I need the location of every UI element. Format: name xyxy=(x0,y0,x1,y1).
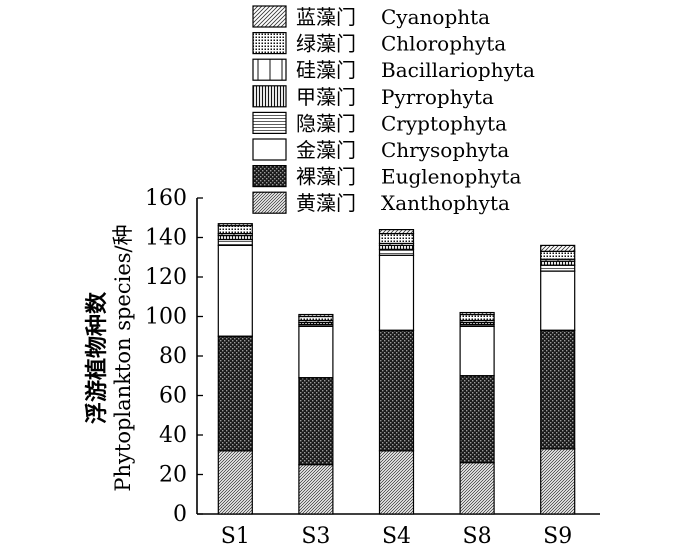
legend-item-xanthophyta: 黄藻门 Xanthophyta xyxy=(252,191,510,215)
legend-swatch xyxy=(252,31,287,55)
y-axis-label-cn: 浮游植物种数 xyxy=(84,291,110,424)
bar-segment-cyanophta-s1 xyxy=(217,223,253,227)
legend-item-cryptophyta: 隐藻门 Cryptophyta xyxy=(252,111,507,135)
bar-stack-s9 xyxy=(540,244,576,515)
legend-label-en: Chrysophyta xyxy=(381,138,509,162)
y-tick-label: 80 xyxy=(159,344,187,369)
y-tick-label: 60 xyxy=(159,384,187,409)
bar-segment-xanthophyta-s8 xyxy=(459,462,495,515)
x-tick-label: S3 xyxy=(301,524,330,545)
legend-label-en: Chlorophyta xyxy=(381,32,506,56)
y-tick-label: 140 xyxy=(145,226,187,251)
legend-label-cn: 蓝藻门 xyxy=(296,5,356,29)
legend-item-euglenophyta: 裸藻门 Euglenophyta xyxy=(252,165,521,189)
x-tick-label: S1 xyxy=(221,524,250,545)
bar-segment-chlorophyta-s9 xyxy=(540,250,576,260)
x-tick-label: S8 xyxy=(463,524,492,545)
y-tick-label: 100 xyxy=(145,305,187,330)
bar-segment-chrysophyta-s8 xyxy=(459,325,495,377)
legend-label-en: Euglenophyta xyxy=(381,165,521,189)
legend-label-en: Xanthophyta xyxy=(381,191,510,215)
legend-item-chlorophyta: 绿藻门 Chlorophyta xyxy=(252,31,506,56)
bar-segment-euglenophyta-s1 xyxy=(217,335,253,452)
bar-segment-chrysophyta-s3 xyxy=(298,325,334,379)
bar-segment-cyanophta-s3 xyxy=(298,313,334,318)
bar-segment-cyanophta-s8 xyxy=(459,311,495,316)
bar-stack-s3 xyxy=(298,313,334,515)
y-tick-label: 0 xyxy=(173,502,187,527)
legend-label-cn: 黄藻门 xyxy=(296,191,356,215)
legend-item-chrysophyta: 金藻门 Chrysophyta xyxy=(252,138,509,162)
legend-label-cn: 绿藻门 xyxy=(296,32,356,56)
y-tick-label: 160 xyxy=(145,186,187,211)
bar-segment-cryptophyta-s1 xyxy=(217,238,253,247)
legend-label-cn: 甲藻门 xyxy=(296,85,356,109)
bar-segment-euglenophyta-s9 xyxy=(540,329,576,450)
bar-segment-cryptophyta-s4 xyxy=(378,248,415,256)
y-axis-label-en: Phytoplankton species/种 xyxy=(111,224,135,491)
bar-stack-s1 xyxy=(217,223,253,515)
axes: 0 20 40 60 80 100 120 140 160 浮游植物种数 Phytoplankton… xyxy=(84,186,600,545)
legend-swatch xyxy=(252,5,287,28)
bar-segment-euglenophyta-s8 xyxy=(459,375,495,464)
legend-item-cyanophta: 蓝藻门 Cyanophta xyxy=(252,5,490,29)
legend-swatch xyxy=(252,165,287,188)
bar-stack-s8 xyxy=(459,311,495,515)
legend-swatch xyxy=(252,138,287,161)
legend-label-cn: 隐藻门 xyxy=(296,111,356,135)
legend-label-en: Cyanophta xyxy=(381,5,490,29)
legend-label-cn: 硅藻门 xyxy=(296,58,356,82)
bar-segment-cryptophyta-s9 xyxy=(540,264,576,272)
bars xyxy=(217,223,576,515)
legend-label-en: Cryptophyta xyxy=(381,111,507,135)
bar-segment-cyanophta-s4 xyxy=(378,229,415,235)
y-tick-label: 40 xyxy=(159,423,187,448)
legend-swatch xyxy=(252,191,287,214)
bar-segment-xanthophyta-s1 xyxy=(217,450,253,515)
legend-item-bacillariophyta: 硅藻门 Bacillariophyta xyxy=(252,58,535,82)
bar-stack-s4 xyxy=(378,229,415,515)
legend-swatch xyxy=(252,111,287,135)
legend-swatch xyxy=(252,85,287,108)
x-tick-label: S9 xyxy=(543,524,572,545)
legend-swatch xyxy=(252,58,287,81)
x-tick-label: S4 xyxy=(382,524,411,545)
bar-segment-chrysophyta-s4 xyxy=(378,254,415,331)
bar-segment-chlorophyta-s4 xyxy=(378,232,415,245)
bar-segment-chlorophyta-s8 xyxy=(459,313,495,322)
bar-segment-xanthophyta-s9 xyxy=(540,448,576,515)
legend-label-en: Pyrrophyta xyxy=(381,85,494,109)
bar-segment-xanthophyta-s4 xyxy=(378,450,415,515)
legend: 蓝藻门 Cyanophta 绿藻门 Chlorophyta 硅藻门 Bacillariop… xyxy=(252,5,535,215)
bar-segment-cyanophta-s9 xyxy=(540,244,576,252)
bar-segment-euglenophyta-s3 xyxy=(298,377,334,466)
bar-segment-chrysophyta-s9 xyxy=(540,270,576,331)
y-tick-label: 120 xyxy=(145,265,187,290)
bar-segment-euglenophyta-s4 xyxy=(378,329,415,452)
bar-segment-chrysophyta-s1 xyxy=(217,244,253,337)
legend-item-pyrrophyta: 甲藻门 Pyrrophyta xyxy=(252,85,494,109)
bar-segment-chlorophyta-s1 xyxy=(217,225,253,235)
legend-label-cn: 裸藻门 xyxy=(296,165,356,189)
y-tick-label: 20 xyxy=(159,463,187,488)
bar-segment-xanthophyta-s3 xyxy=(298,464,334,515)
legend-label-cn: 金藻门 xyxy=(296,138,356,162)
legend-label-en: Bacillariophyta xyxy=(381,58,535,82)
